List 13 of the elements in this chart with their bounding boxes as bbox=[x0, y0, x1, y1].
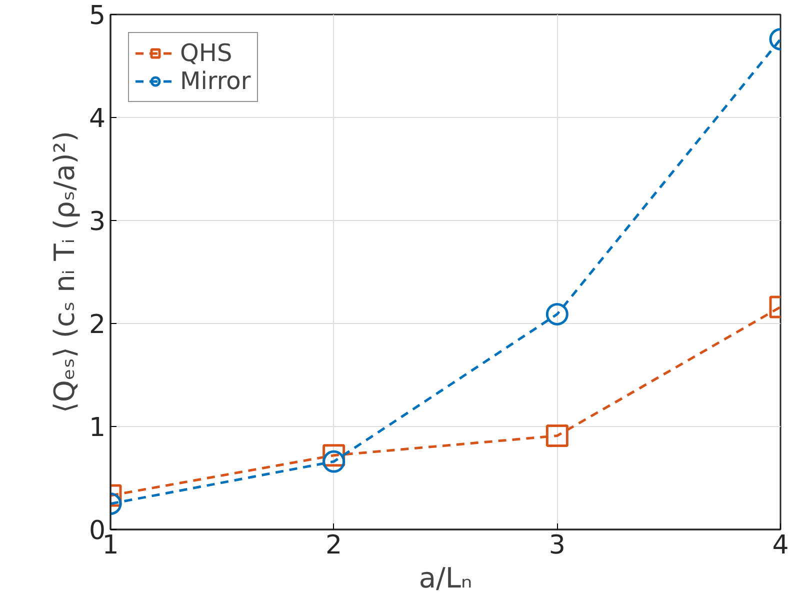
y-tick-label: 1 bbox=[88, 413, 106, 443]
legend-label: Mirror bbox=[180, 67, 251, 95]
y-tick-label: 3 bbox=[88, 207, 106, 237]
y-tick-label: 5 bbox=[88, 1, 106, 31]
y-tick-label: 2 bbox=[88, 310, 106, 340]
y-axis-title: ⟨Qₑₛ⟩ (cₛ nᵢ Tᵢ (ρₛ/a)²) bbox=[48, 130, 81, 414]
y-tick-label: 4 bbox=[88, 104, 106, 134]
x-tick-label: 3 bbox=[548, 530, 566, 560]
y-tick-label: 0 bbox=[88, 516, 106, 546]
x-axis-title: a/Lₙ bbox=[418, 562, 472, 594]
legend-label: QHS bbox=[180, 39, 232, 67]
x-tick-label: 2 bbox=[326, 530, 342, 560]
x-tick-label: 4 bbox=[772, 530, 789, 560]
